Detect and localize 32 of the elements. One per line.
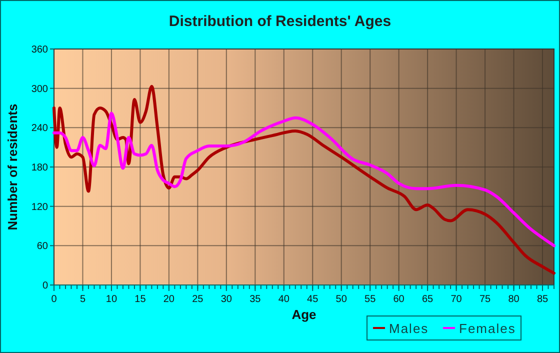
x-tick-label: 55	[364, 294, 376, 305]
x-tick-label: 80	[508, 294, 520, 305]
x-tick-label: 35	[250, 294, 262, 305]
x-tick-label: 45	[307, 294, 319, 305]
x-tick-label: 50	[336, 294, 348, 305]
y-tick-label: 300	[31, 84, 48, 95]
line-series	[52, 84, 556, 275]
chart-title: Distribution of Residents' Ages	[168, 13, 392, 30]
x-tick-label: 60	[393, 294, 405, 305]
legend-label: Males	[389, 321, 429, 336]
x-tick-label: 40	[278, 294, 290, 305]
y-tick-label: 120	[31, 202, 48, 213]
y-tick-label: 240	[31, 123, 48, 134]
line-series	[52, 112, 556, 248]
x-tick-label: 5	[80, 294, 86, 305]
x-tick-label: 85	[536, 294, 549, 305]
y-tick-label: 360	[31, 44, 48, 56]
x-tick-label: 15	[134, 294, 146, 305]
x-tick-label: 30	[220, 294, 232, 305]
x-tick-label: 70	[450, 294, 462, 305]
x-tick-label: 0	[51, 294, 58, 305]
x-tick-label: 65	[422, 294, 434, 305]
y-axis-title: Number of residents	[5, 104, 20, 230]
x-tick-label: 10	[106, 294, 118, 305]
x-tick-label: 25	[192, 294, 204, 305]
y-tick-label: 180	[31, 162, 48, 174]
x-tick-label: 75	[479, 294, 492, 305]
y-tick-label: 60	[36, 241, 48, 252]
y-tick-label: 0	[42, 280, 48, 292]
legend-label: Females	[459, 321, 516, 336]
x-tick-label: 20	[163, 294, 175, 305]
x-axis-title: Age	[292, 307, 316, 322]
